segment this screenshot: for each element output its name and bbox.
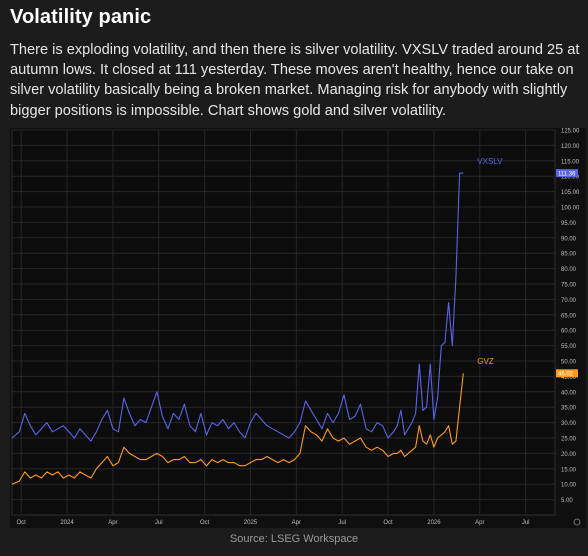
chart-area: 5.00 10.00 15.00 20.00 25.00 30.00 35.00 40.00 4…	[10, 128, 586, 528]
y-tick-label: 85.00	[561, 252, 577, 258]
y-tick-label: 30.00	[561, 421, 577, 427]
volatility-chart-svg: 5.00 10.00 15.00 20.00 25.00 30.00 35.00 40.00 4…	[10, 128, 586, 528]
x-tick-label: Jul	[522, 520, 530, 526]
y-tick-label: 35.00	[561, 406, 577, 412]
x-tick-label: Oct	[200, 520, 210, 526]
plot-frame	[11, 129, 556, 516]
series-line-gvz	[11, 373, 464, 485]
x-tick-label: 2026	[427, 520, 441, 526]
y-tick-label: 15.00	[561, 467, 577, 473]
legend-label-vxslv: VXSLV	[477, 157, 503, 166]
x-tick-label: 2025	[244, 520, 258, 526]
chart-source: Source: LSEG Workspace	[229, 533, 359, 545]
y-tick-label: 25.00	[561, 437, 577, 443]
y-tick-label: 90.00	[561, 236, 577, 242]
y-tick-label: 100.00	[561, 206, 580, 212]
y-tick-label: 125.00	[561, 129, 580, 135]
y-tick-label: 55.00	[561, 344, 577, 350]
last-value-badge-gvz	[556, 369, 578, 378]
y-tick-label: 50.00	[561, 360, 577, 366]
legend-label-gvz: GVZ	[477, 357, 494, 366]
last-value-label-vxslv: 111.36	[558, 171, 576, 177]
x-tick-label: Apr	[108, 520, 117, 526]
x-tick-label: Oct	[17, 520, 27, 526]
y-tick-label: 115.00	[561, 159, 580, 165]
y-tick-label: 95.00	[561, 221, 577, 227]
chart-description: There is exploding volatility, and then …	[10, 42, 580, 119]
x-tick-label: Jul	[155, 520, 163, 526]
series-line-vxslv	[11, 172, 464, 442]
axis-settings-icon	[573, 518, 581, 526]
last-value-badge-vxslv	[556, 169, 578, 178]
y-tick-label: 45.00	[561, 375, 577, 381]
y-tick-label: 75.00	[561, 283, 577, 289]
y-tick-label: 10.00	[561, 483, 577, 489]
x-tick-label: Oct	[383, 520, 393, 526]
y-tick-label: 120.00	[561, 144, 580, 150]
y-tick-label: 5.00	[561, 498, 573, 504]
y-tick-label: 40.00	[561, 390, 577, 396]
x-tick-label: 2024	[60, 520, 74, 526]
y-tick-label: 80.00	[561, 267, 577, 273]
y-tick-label: 60.00	[561, 329, 577, 335]
y-tick-label: 65.00	[561, 313, 577, 319]
x-tick-label: Jul	[338, 520, 346, 526]
y-tick-label: 20.00	[561, 452, 577, 458]
x-tick-label: Apr	[292, 520, 301, 526]
last-value-label-gvz: 46.02	[558, 372, 574, 378]
y-tick-label: 105.00	[561, 190, 580, 196]
y-tick-label: 110.00	[561, 175, 580, 181]
chart-title: Volatility panic	[10, 6, 152, 28]
x-tick-label: Apr	[475, 520, 484, 526]
y-tick-label: 70.00	[561, 298, 577, 304]
